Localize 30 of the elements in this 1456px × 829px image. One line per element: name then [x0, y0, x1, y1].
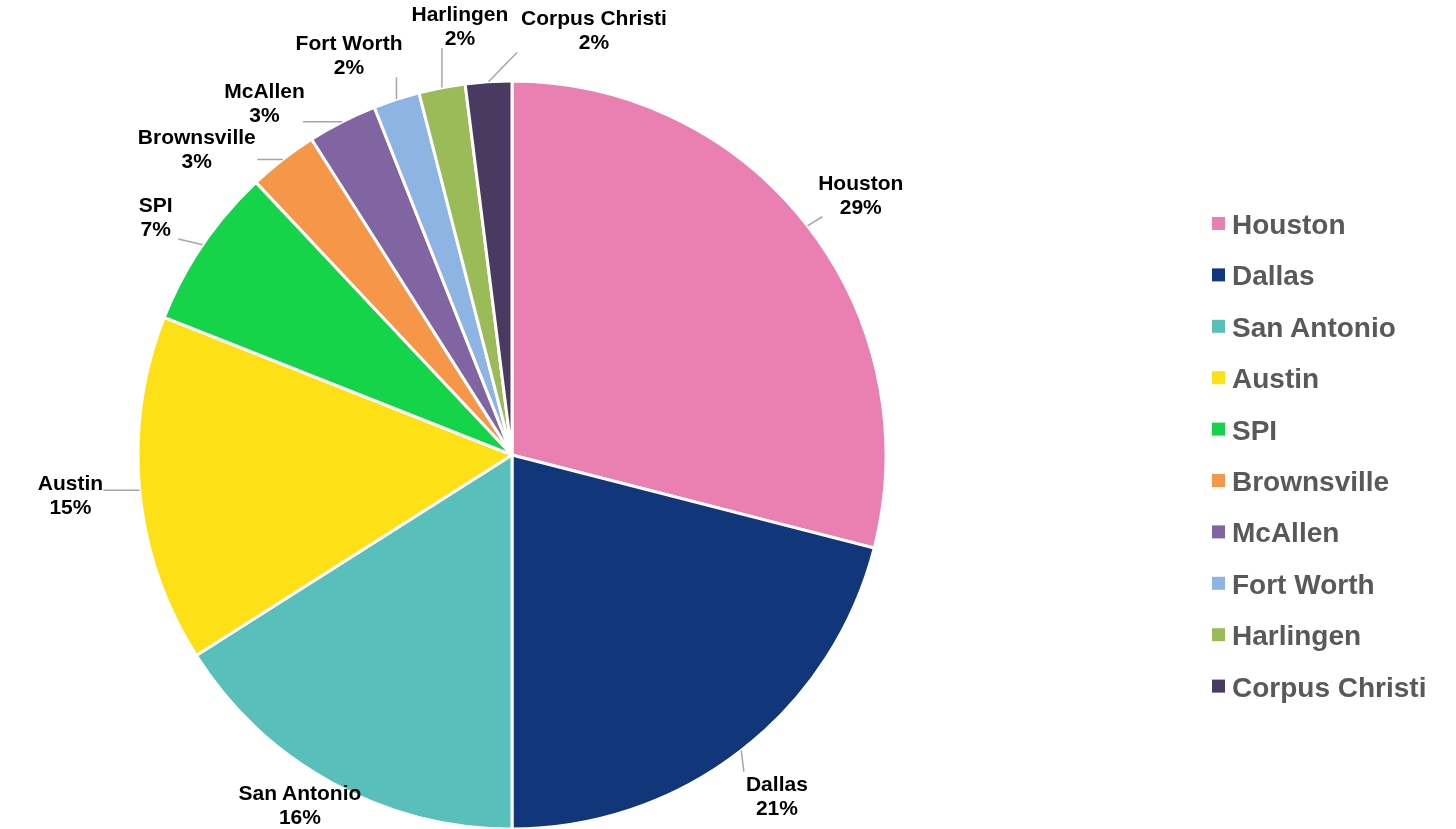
slice-label: San Antonio	[238, 781, 362, 804]
slice-label: Houston	[818, 170, 904, 194]
data-label: 3%	[249, 102, 280, 126]
data-label: 3%	[181, 149, 213, 173]
slice-label: SPI	[138, 192, 173, 216]
legend-label: Fort Worth	[1232, 568, 1375, 600]
legend-label: Brownsville	[1232, 466, 1390, 497]
legend-label: Houston	[1232, 209, 1346, 240]
legend-label: SPI	[1232, 414, 1278, 446]
slice-label: Austin	[37, 471, 104, 495]
data-label: 7%	[140, 216, 172, 240]
legend-label: McAllen	[1232, 517, 1340, 549]
data-label: 16%	[278, 805, 322, 828]
slice-label: Corpus Christi	[521, 6, 667, 30]
data-label: 2%	[444, 26, 476, 49]
legend-label: Harlingen	[1232, 620, 1362, 652]
data-label: 15%	[49, 495, 92, 519]
data-label: 2%	[578, 30, 610, 54]
legend-label: San Antonio	[1232, 311, 1396, 343]
slice-label: Brownsville	[137, 125, 256, 149]
data-label: 21%	[755, 795, 799, 819]
legend-label: Austin	[1232, 363, 1320, 395]
slice-label: Fort Worth	[295, 31, 403, 55]
slice-label: McAllen	[224, 78, 305, 102]
data-label: 29%	[839, 194, 883, 218]
legend-label: Dallas	[1232, 260, 1315, 292]
slice-label: Dallas	[745, 771, 808, 795]
slice-label: Harlingen	[411, 2, 509, 25]
data-label: 2%	[333, 55, 365, 79]
legend-label: Corpus Christi	[1232, 671, 1427, 703]
